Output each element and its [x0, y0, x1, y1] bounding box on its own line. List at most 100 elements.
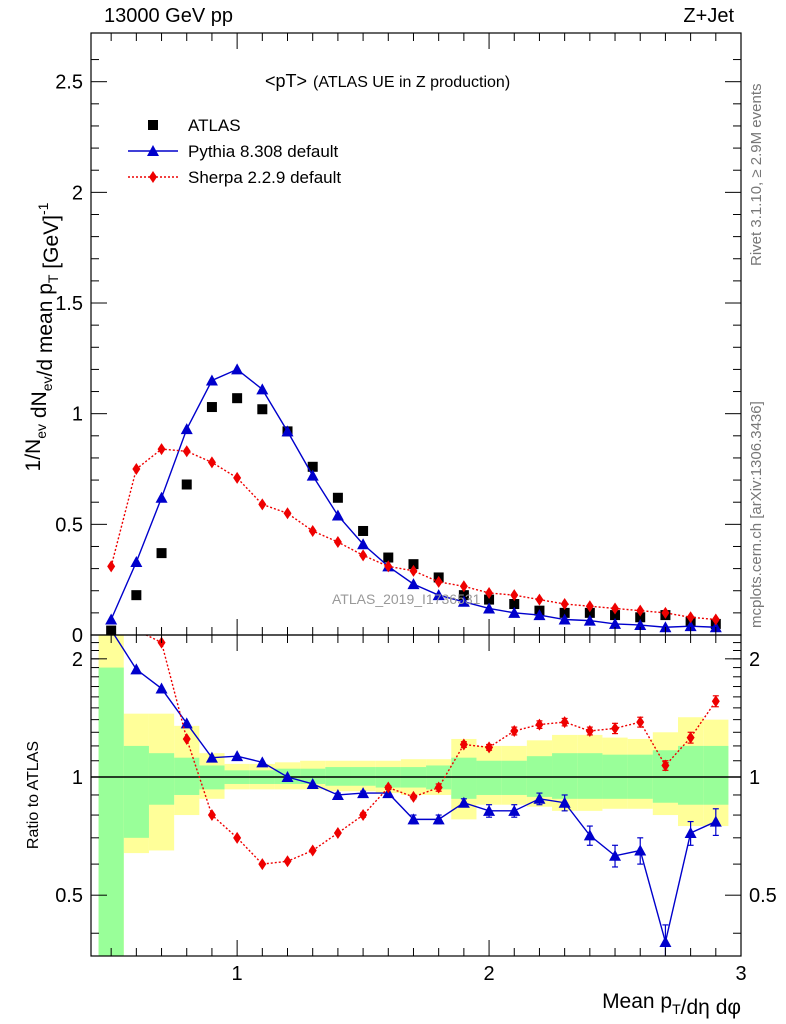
- sherpa-2-2-9-default-point: [308, 524, 317, 537]
- y-tick-label: 0: [72, 625, 83, 647]
- sherpa-2-2-9-default-point: [459, 580, 468, 593]
- pythia-8-308-default-point: [231, 363, 244, 375]
- pythia-8-308-default-point: [508, 606, 521, 618]
- pythia-8-308-default-point: [583, 614, 596, 626]
- y-tick-label: 1: [72, 404, 83, 426]
- sherpa-2-2-9-default-ratio-point: [233, 831, 242, 844]
- pythia-8-308-default-point: [709, 621, 722, 633]
- sherpa-2-2-9-default-ratio-point: [535, 718, 544, 731]
- legend-label: Sherpa 2.2.9 default: [188, 168, 341, 187]
- pythia-8-308-default-ratio-point: [231, 750, 244, 762]
- green-band-bin: [703, 745, 729, 805]
- atlas-point: [332, 492, 343, 503]
- pythia-8-308-default-ratio-point: [180, 717, 193, 729]
- sherpa-2-2-9-default-ratio-point: [434, 781, 443, 794]
- atlas-point: [509, 599, 520, 610]
- pythia-8-308-default-ratio-point: [256, 756, 269, 768]
- sherpa-2-2-9-default-point: [283, 507, 292, 520]
- ratio-y-tick-label: 0.5: [55, 885, 83, 907]
- pythia-8-308-default-point: [205, 374, 218, 386]
- y-tick-label: 1.5: [55, 293, 83, 315]
- sherpa-2-2-9-default-point: [711, 613, 720, 626]
- atlas-point: [206, 402, 217, 413]
- sherpa-2-2-9-default-ratio-point: [359, 809, 368, 822]
- green-band-bin: [98, 667, 124, 956]
- pythia-8-308-default-ratio-point: [483, 804, 496, 816]
- sherpa-2-2-9-default-point: [207, 456, 216, 469]
- legend-marker: [147, 145, 159, 156]
- y-tick-label: 2: [72, 182, 83, 204]
- sherpa-2-2-9-default-point: [485, 586, 494, 599]
- pythia-8-308-default-point: [331, 509, 344, 521]
- sherpa-2-2-9-default-ratio-point: [711, 695, 720, 708]
- pythia-8-308-default-ratio-point: [609, 849, 622, 861]
- y-tick-label: 2.5: [55, 72, 83, 94]
- sherpa-2-2-9-default-ratio-point: [333, 827, 342, 840]
- atlas-point: [131, 590, 142, 601]
- ratio-plot-area: [113, 635, 722, 956]
- pythia-8-308-default-point: [558, 613, 571, 625]
- sherpa-2-2-9-default-ratio-point: [283, 855, 292, 868]
- atlas-point: [156, 548, 167, 559]
- pythia-8-308-default-point: [533, 609, 546, 621]
- plot-title: <pT> (ATLAS UE in Z production): [265, 71, 510, 91]
- green-band-bin: [501, 760, 527, 795]
- sherpa-2-2-9-default-ratio-point: [611, 722, 620, 735]
- pythia-8-308-default-point: [407, 578, 420, 590]
- sherpa-2-2-9-default-point: [510, 589, 519, 602]
- sherpa-2-2-9-default-point: [434, 575, 443, 588]
- pythia-8-308-default-ratio-point: [508, 804, 521, 816]
- atlas-point: [181, 479, 192, 490]
- atlas-point: [257, 404, 268, 415]
- sherpa-2-2-9-default-ratio-point: [459, 738, 468, 751]
- atlas-point: [383, 552, 394, 563]
- green-band-bin: [552, 753, 578, 799]
- atlas-point: [458, 590, 469, 601]
- pythia-8-308-default-ratio-point: [533, 792, 546, 804]
- sherpa-2-2-9-default-ratio-point: [258, 858, 267, 871]
- sherpa-2-2-9-default-point: [258, 498, 267, 511]
- sherpa-2-2-9-default-ratio-point: [560, 716, 569, 729]
- sherpa-2-2-9-default-point: [409, 564, 418, 577]
- sherpa-2-2-9-default-point: [359, 549, 368, 562]
- main-plot-area: [105, 363, 722, 635]
- ratio-y-tick-label: 2: [72, 649, 83, 671]
- green-band-bin: [123, 745, 149, 838]
- sherpa-2-2-9-default-ratio-point: [661, 759, 670, 772]
- sherpa-2-2-9-default-ratio-point: [485, 741, 494, 754]
- legend-marker: [148, 120, 158, 130]
- pythia-8-308-default-point: [483, 602, 496, 614]
- header-right: Z+Jet: [683, 5, 734, 27]
- pythia-8-308-default-point: [130, 555, 143, 567]
- pythia-8-308-default-point: [609, 617, 622, 629]
- y-tick-label: 0.5: [55, 514, 83, 536]
- x-tick-label: 2: [483, 963, 494, 985]
- pythia-8-308-default-ratio-point: [281, 771, 294, 783]
- x-axis-label: Mean pT/dη dφ: [602, 990, 741, 1019]
- x-tick-label: 1: [232, 963, 243, 985]
- green-band-bin: [451, 757, 477, 799]
- green-band-bin: [148, 753, 175, 805]
- watermark: ATLAS_2019_I1736531: [332, 591, 481, 607]
- sherpa-2-2-9-default-ratio-point: [510, 724, 519, 737]
- legend-marker: [149, 171, 157, 183]
- sherpa-2-2-9-default-point: [182, 445, 191, 458]
- sherpa-2-2-9-default-point: [636, 604, 645, 617]
- sherpa-2-2-9-default-point: [233, 471, 242, 484]
- green-band-bin: [476, 760, 502, 795]
- ratio-y-tick-label-right: 0.5: [749, 885, 777, 907]
- ratio-y-tick-label-right: 1: [749, 767, 760, 789]
- pythia-8-308-default-ratio-point: [709, 815, 722, 827]
- legend-label: ATLAS: [188, 116, 241, 135]
- green-band-bin: [577, 753, 603, 799]
- sherpa-2-2-9-default-ratio-point: [308, 844, 317, 857]
- atlas-point: [408, 559, 419, 570]
- sherpa-2-2-9-default-ratio-point: [636, 716, 645, 729]
- uncertainty-bands: [98, 635, 729, 956]
- y-axis-label: 1/Nev dNev/d mean pT [GeV]-1: [22, 202, 63, 471]
- legend-label: Pythia 8.308 default: [188, 142, 339, 161]
- pythia-8-308-default-point: [180, 423, 193, 435]
- pythia-8-308-default-ratio-point: [558, 796, 571, 808]
- sherpa-2-2-9-default-point: [107, 560, 116, 573]
